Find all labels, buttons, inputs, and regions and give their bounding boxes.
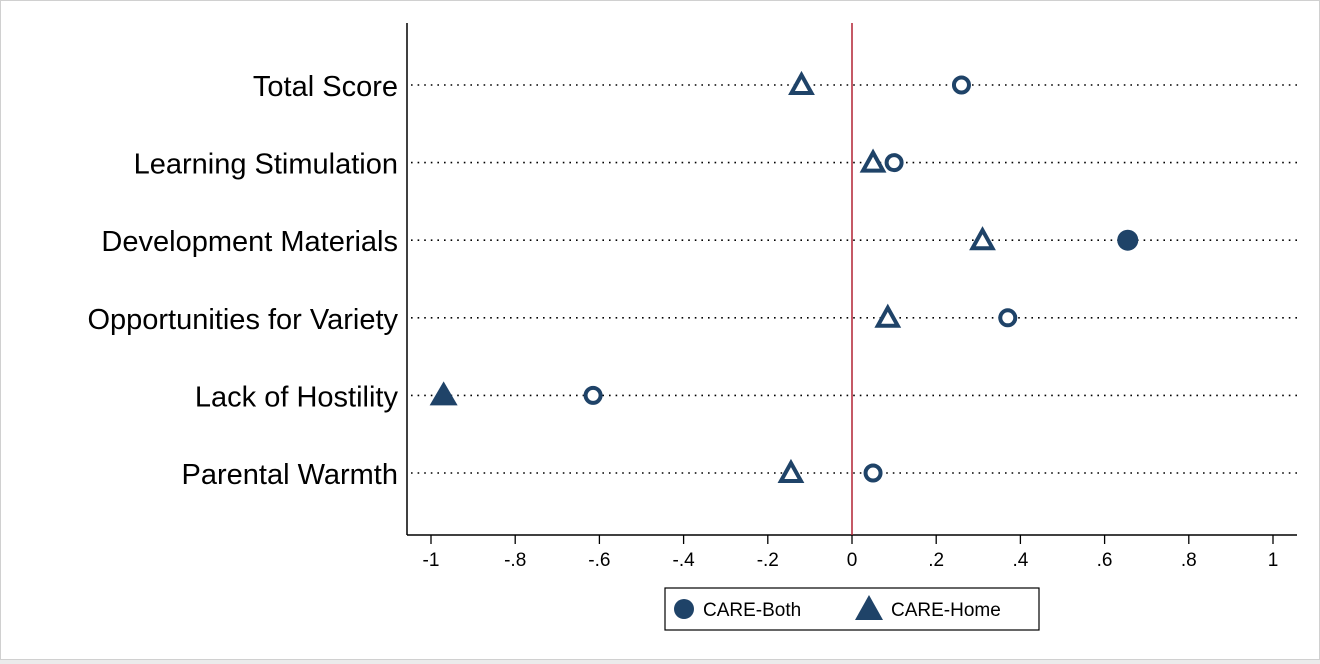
legend-marker-care-home — [855, 595, 883, 620]
x-tick-label: -.2 — [757, 550, 779, 571]
category-label: Parental Warmth — [182, 459, 399, 491]
care-home-point — [788, 70, 815, 95]
legend-box — [664, 587, 1040, 631]
legend: CARE-Both CARE-Home — [664, 587, 1040, 631]
care-home-point — [859, 148, 887, 173]
x-tick-label: 1 — [1268, 550, 1279, 571]
care-both-point — [998, 308, 1018, 328]
legend-label-care-both: CARE-Both — [703, 600, 801, 621]
data-marks — [429, 70, 1139, 483]
category-label: Development Materials — [101, 226, 398, 258]
x-tick-label: .6 — [1097, 550, 1113, 571]
x-axis-ticks: -1 -.8 -.6 -.4 -.2 0 .2 .4 .6 .8 1 — [423, 535, 1279, 571]
care-home-point — [429, 381, 458, 406]
x-tick-label: -.8 — [504, 550, 526, 571]
care-home-point — [777, 458, 805, 483]
x-tick-label: -1 — [423, 550, 440, 571]
x-tick-label: .2 — [928, 550, 944, 571]
category-label: Lack of Hostility — [195, 381, 399, 413]
category-label: Opportunities for Variety — [87, 304, 398, 336]
care-home-point — [969, 226, 996, 251]
legend-label-care-home: CARE-Home — [891, 600, 1001, 621]
care-both-point — [1117, 229, 1139, 251]
care-both-point — [863, 463, 883, 483]
x-tick-label: -.4 — [673, 550, 696, 571]
care-home-point — [874, 303, 902, 328]
care-both-point — [583, 385, 603, 405]
x-tick-label: .8 — [1181, 550, 1197, 571]
x-tick-label: .4 — [1012, 550, 1028, 571]
category-label: Total Score — [253, 71, 398, 103]
category-label: Learning Stimulation — [134, 149, 398, 181]
x-tick-label: -.6 — [588, 550, 610, 571]
category-labels: Total Score Learning Stimulation Developme… — [87, 71, 398, 491]
care-both-point — [951, 75, 971, 95]
care-both-point — [884, 153, 904, 173]
gridlines — [411, 84, 1299, 474]
legend-marker-care-both — [674, 599, 694, 619]
x-tick-label: 0 — [847, 550, 858, 571]
